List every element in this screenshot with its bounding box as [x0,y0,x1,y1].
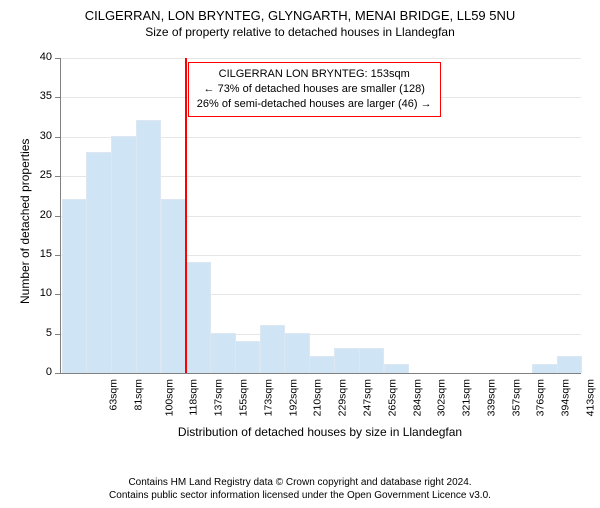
x-tick-label: 284sqm [411,379,423,416]
x-tick-label: 321sqm [460,379,472,416]
y-axis-label: Number of detached properties [18,138,32,303]
x-tick-label: 173sqm [262,379,274,416]
histogram-bar [210,333,236,373]
x-tick-label: 63sqm [108,379,120,411]
y-tick [55,294,60,295]
y-tick-label: 35 [30,90,52,102]
histogram-bar [235,341,261,374]
x-tick-label: 100sqm [163,379,175,416]
marker-info-box: CILGERRAN LON BRYNTEG: 153sqm← 73% of de… [188,62,441,117]
y-tick [55,373,60,374]
marker-line [185,58,187,373]
histogram-bar [309,356,335,373]
x-tick-label: 339sqm [485,379,497,416]
y-tick [55,137,60,138]
histogram-bar [62,199,88,373]
y-tick [55,58,60,59]
histogram-bar [86,152,112,374]
histogram-bar [161,199,187,373]
page-title-main: CILGERRAN, LON BRYNTEG, GLYNGARTH, MENAI… [0,8,600,23]
y-tick [55,97,60,98]
x-tick-label: 413sqm [584,379,596,416]
y-tick-label: 0 [30,366,52,378]
x-tick-label: 394sqm [559,379,571,416]
footer-line-1: Contains HM Land Registry data © Crown c… [0,476,600,489]
marker-info-line: 26% of semi-detached houses are larger (… [197,97,432,112]
y-tick-label: 40 [30,51,52,63]
y-tick [55,255,60,256]
y-tick-label: 5 [30,327,52,339]
histogram-bar [136,120,162,373]
x-axis-label: Distribution of detached houses by size … [60,425,580,439]
x-tick-label: 81sqm [133,379,145,411]
histogram-bar [185,262,211,373]
histogram-bar [359,348,385,373]
x-tick-label: 247sqm [361,379,373,416]
marker-info-line: ← 73% of detached houses are smaller (12… [197,82,432,97]
x-tick-label: 155sqm [238,379,250,416]
x-tick-label: 192sqm [287,379,299,416]
footer-line-2: Contains public sector information licen… [0,489,600,502]
histogram-bar [334,348,360,373]
histogram-bar [532,364,558,373]
x-tick-label: 302sqm [436,379,448,416]
gridline [61,58,581,59]
y-tick-label: 10 [30,287,52,299]
y-tick [55,216,60,217]
page-title-sub: Size of property relative to detached ho… [0,25,600,39]
x-tick-label: 229sqm [337,379,349,416]
histogram-bar [384,364,410,373]
y-tick-label: 20 [30,209,52,221]
histogram-bar [111,136,137,373]
x-tick-label: 137sqm [213,379,225,416]
x-tick-label: 210sqm [312,379,324,416]
y-tick [55,176,60,177]
x-tick-label: 265sqm [386,379,398,416]
x-tick-label: 376sqm [535,379,547,416]
y-tick-label: 15 [30,248,52,260]
footer: Contains HM Land Registry data © Crown c… [0,476,600,502]
x-tick-label: 357sqm [510,379,522,416]
x-tick-label: 118sqm [187,379,199,416]
chart-container: Number of detached properties Distributi… [0,48,600,448]
histogram-bar [557,356,583,373]
histogram-bar [284,333,310,373]
histogram-bar [260,325,286,373]
y-tick-label: 30 [30,130,52,142]
y-tick [55,334,60,335]
y-tick-label: 25 [30,169,52,181]
marker-info-line: CILGERRAN LON BRYNTEG: 153sqm [197,67,432,82]
